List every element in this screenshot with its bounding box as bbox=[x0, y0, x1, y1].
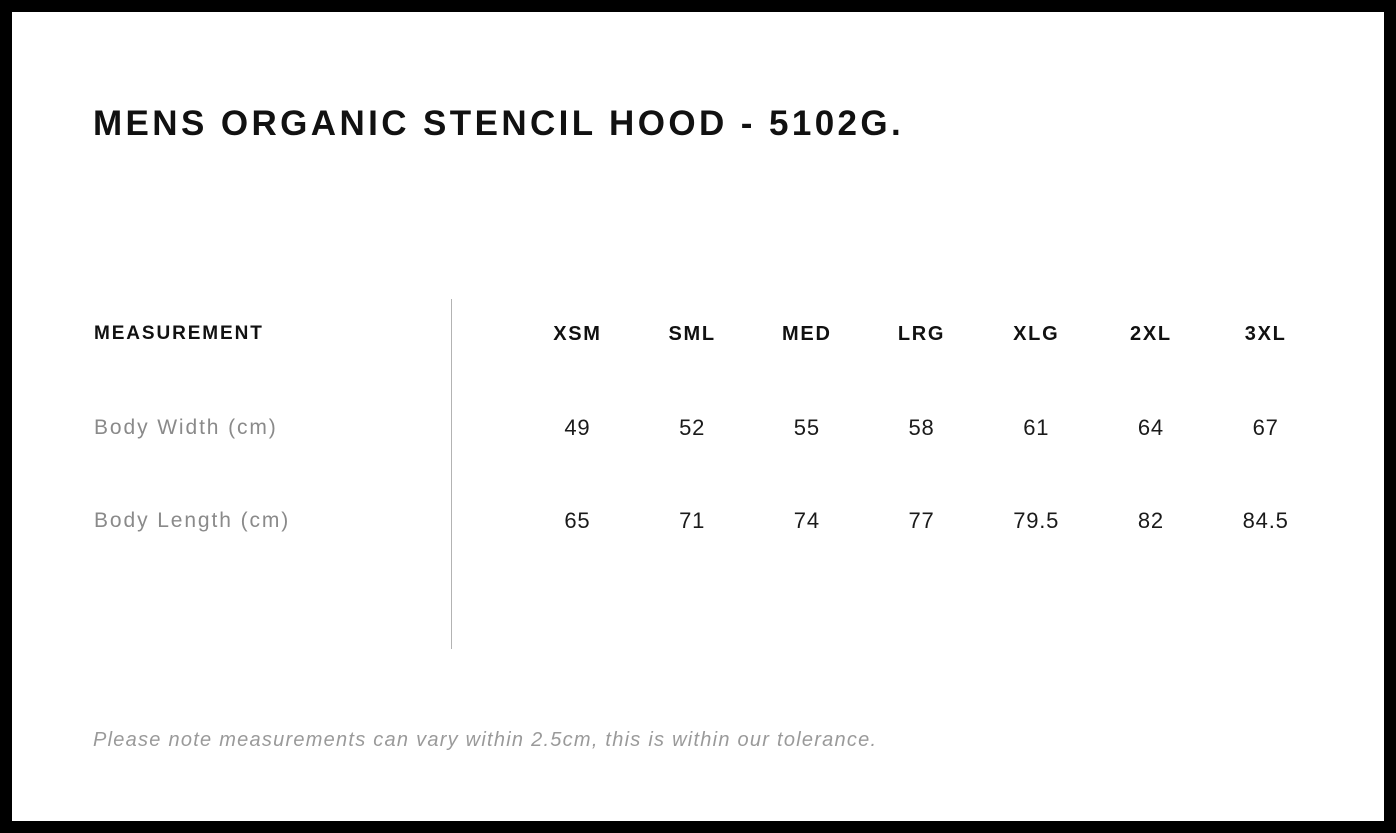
table-row: Body Width (cm) 49 52 55 58 61 64 67 bbox=[93, 381, 1323, 474]
table-row: Body Length (cm) 65 71 74 77 79.5 82 84.… bbox=[93, 474, 1323, 567]
cell-body-width-xlg: 61 bbox=[1023, 414, 1050, 440]
column-header-xlg: XLG bbox=[1013, 322, 1060, 345]
column-header-sml: SML bbox=[668, 322, 716, 345]
row-label-body-width: Body Width (cm) bbox=[94, 415, 278, 439]
column-header-xsm: XSM bbox=[553, 322, 602, 345]
column-header-med: MED bbox=[782, 322, 832, 345]
page-title: MENS ORGANIC STENCIL HOOD - 5102G. bbox=[93, 104, 905, 143]
tolerance-note: Please note measurements can vary within… bbox=[93, 729, 878, 751]
measurement-table-container: MEASUREMENT XSM SML MED LRG XLG 2XL 3XL … bbox=[93, 287, 1323, 649]
cell-body-length-xsm: 65 bbox=[564, 507, 591, 533]
column-header-3xl: 3XL bbox=[1244, 322, 1287, 345]
cell-body-width-2xl: 64 bbox=[1137, 414, 1164, 440]
cell-body-width-sml: 52 bbox=[679, 414, 706, 440]
cell-body-width-lrg: 58 bbox=[908, 414, 935, 440]
cell-body-length-lrg: 77 bbox=[908, 507, 935, 533]
column-header-lrg: LRG bbox=[897, 322, 946, 345]
cell-body-width-med: 55 bbox=[793, 414, 820, 440]
cell-body-length-sml: 71 bbox=[679, 507, 706, 533]
cell-body-length-3xl: 84.5 bbox=[1242, 507, 1289, 533]
chart-surface: MENS ORGANIC STENCIL HOOD - 5102G. MEASU… bbox=[12, 12, 1384, 821]
column-divider bbox=[451, 299, 452, 649]
cell-body-width-3xl: 67 bbox=[1252, 414, 1279, 440]
column-header-2xl: 2XL bbox=[1130, 322, 1172, 345]
row-label-body-length: Body Length (cm) bbox=[94, 508, 291, 532]
table-header-row: MEASUREMENT XSM SML MED LRG XLG 2XL 3XL bbox=[93, 287, 1323, 381]
cell-body-length-2xl: 82 bbox=[1137, 507, 1164, 533]
cell-body-length-xlg: 79.5 bbox=[1013, 507, 1060, 533]
cell-body-length-med: 74 bbox=[793, 507, 820, 533]
column-header-measurement: MEASUREMENT bbox=[94, 323, 264, 344]
cell-body-width-xsm: 49 bbox=[564, 414, 591, 440]
measurement-table: MEASUREMENT XSM SML MED LRG XLG 2XL 3XL … bbox=[93, 287, 1323, 567]
